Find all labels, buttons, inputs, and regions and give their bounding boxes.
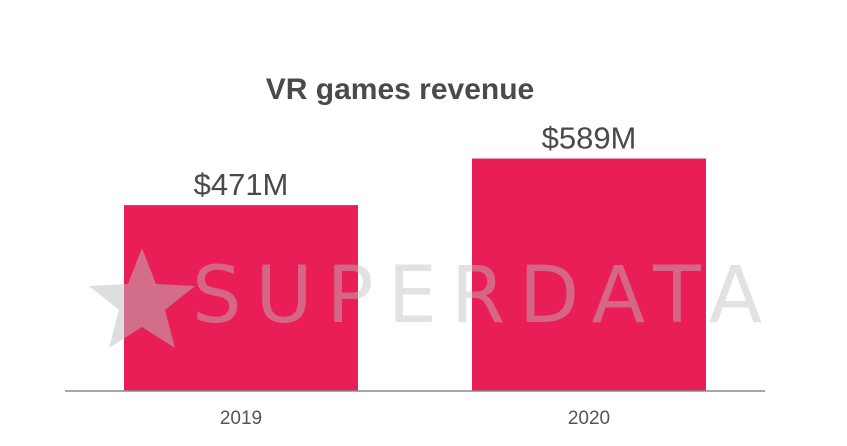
value-label-2020: $589M [542,121,637,156]
chart-title: VR games revenue [266,73,534,106]
star-icon [89,248,195,348]
bar-2020 [472,158,706,391]
bars-layer [124,158,706,391]
labels-layer: $471M 2019 $589M 2020 [194,121,637,429]
x-tick-label-2019: 2019 [220,408,262,429]
x-tick-label-2020: 2020 [568,408,610,429]
value-label-2019: $471M [194,167,289,202]
watermark-text: SUPERDATA [192,251,776,341]
watermark: SUPERDATA [89,248,776,348]
